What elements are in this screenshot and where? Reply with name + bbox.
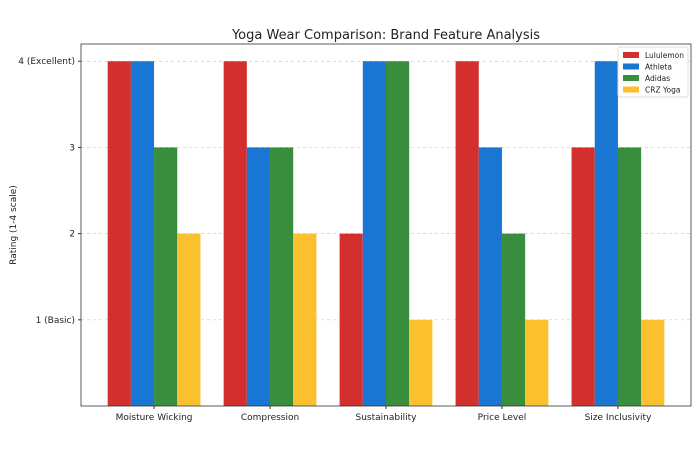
legend-label: Athleta [645,63,672,72]
bar-crz-yoga [177,233,201,406]
legend-swatch [623,63,639,70]
bar-lululemon [455,61,479,406]
y-tick-label: 1 (Basic) [36,316,75,326]
bar-lululemon [223,61,247,406]
bar-crz-yoga [293,233,317,406]
bar-lululemon [571,147,595,406]
legend-swatch [623,52,639,58]
legend-label: CRZ Yoga [645,86,681,95]
bar-crz-yoga [525,319,549,406]
bar-athleta [478,147,502,406]
bar-adidas [617,147,642,406]
bar-crz-yoga [641,319,665,406]
y-tick-label: 4 (Excellent) [18,57,75,67]
bar-athleta [246,147,271,406]
x-tick-label: Moisture Wicking [116,413,193,423]
y-axis-label: Rating (1-4 scale) [9,185,19,265]
x-tick-label: Price Level [478,413,527,423]
bar-lululemon [107,61,131,406]
bar-adidas [386,61,410,406]
x-tick-label: Size Inclusivity [585,413,652,423]
bar-adidas [270,147,294,406]
legend-swatch [623,75,639,81]
bar-crz-yoga [409,319,433,406]
bar-adidas [501,233,526,406]
bar-adidas [154,147,178,406]
chart-title: Yoga Wear Comparison: Brand Feature Anal… [231,28,540,43]
legend-label: Adidas [645,74,670,83]
y-tick-label: 2 [69,230,75,240]
x-tick-label: Sustainability [356,413,418,423]
bar-athleta [130,61,155,406]
legend-box [617,46,689,98]
y-tick-label: 3 [69,143,75,153]
bar-athleta [594,61,618,406]
legend-label: Lululemon [645,51,684,60]
x-tick-label: Compression [241,413,299,423]
legend-swatch [623,86,639,93]
bar-lululemon [339,233,363,406]
legend: Lululemon Athleta Adidas CRZ Yoga [617,46,689,98]
bar-athleta [362,61,386,406]
